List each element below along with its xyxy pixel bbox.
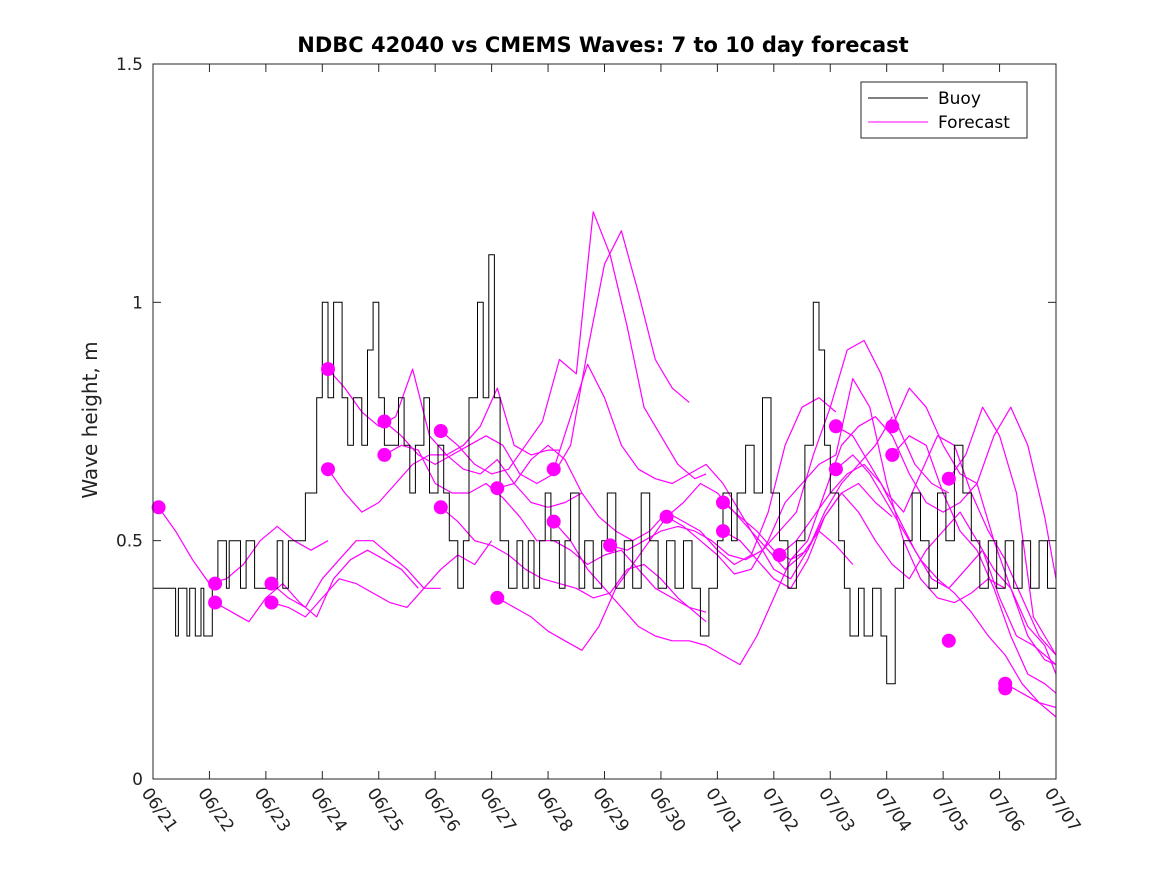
buoy-line [153,254,1056,685]
forecast-line-21 [835,425,1057,656]
forecast-start-marker [208,576,223,591]
x-tick-label: 06/22 [193,784,237,836]
forecast-start-marker [321,462,335,477]
x-tick-label: 07/07 [1040,784,1084,836]
x-tick-label: 07/04 [871,784,915,836]
legend-box [860,81,1028,139]
x-axis: 06/21 06/22 06/23 06/24 06/25 06/26 06/27 06/28… [137,64,1084,836]
x-tick-label: 07/02 [758,784,802,836]
forecast-start-marker [208,595,223,610]
x-tick-label: 06/21 [137,784,181,836]
x-tick-label: 06/29 [588,784,632,836]
y-tick-label: 1 [132,293,143,313]
x-tick-label: 07/01 [701,784,745,836]
forecast-start-marker [490,590,505,605]
forecast-line-9 [440,211,707,480]
legend-forecast-label: Forecast [938,113,1010,133]
forecast-line-3 [271,540,441,609]
x-tick-label: 06/23 [250,784,294,836]
forecast-line-4 [271,540,493,618]
chart-title: NDBC 42040 vs CMEMS Waves: 7 to 10 day f… [297,33,908,57]
forecast-start-marker [772,548,787,562]
forecast-start-marker [546,514,561,529]
forecast-start-marker [998,681,1013,696]
forecast-start-marker [941,471,956,486]
forecast-start-marker [433,500,448,515]
x-tick-label: 06/27 [476,784,520,836]
forecast-line-18 [722,492,1057,666]
forecast-start-marker [321,362,335,377]
legend-buoy-label: Buoy [938,89,981,109]
forecast-start-marker [151,500,166,515]
forecast-start-marker [433,424,448,438]
forecast-start-marker [716,495,730,510]
forecast-start-marker [264,576,279,591]
forecast-start-marker [885,447,900,462]
forecast-line-6 [327,454,583,513]
forecast-series-group [158,211,1057,718]
forecast-line-2 [214,549,419,623]
y-tick-label: 0 [132,770,143,790]
x-tick-label: 07/05 [927,784,971,836]
forecast-start-marker [885,419,900,434]
x-tick-label: 07/06 [983,784,1027,836]
forecast-line-11 [497,397,837,566]
forecast-line-7 [384,230,690,485]
x-tick-label: 06/28 [532,784,576,836]
forecast-line-22 [891,435,1057,694]
forecast-start-marker [490,481,505,496]
y-tick-label: 0.5 [116,532,143,552]
legend: Buoy Forecast [860,81,1028,139]
forecast-line-5 [327,368,560,456]
forecast-start-marker [603,538,618,553]
buoy-series-group [153,254,1056,685]
x-tick-label: 06/25 [363,784,407,836]
forecast-start-marker [828,462,843,477]
axes-box [152,63,1057,780]
forecast-start-marker [546,462,561,477]
forecast-start-marker [264,595,279,610]
plot-area [151,211,1057,718]
forecast-line-23 [891,387,1057,675]
x-tick-label: 06/26 [419,784,463,836]
x-tick-label: 07/03 [814,784,858,836]
forecast-start-marker [377,447,392,462]
forecast-start-markers [151,362,1013,696]
x-tick-label: 06/30 [645,784,689,836]
x-tick-label: 06/24 [306,784,350,836]
forecast-start-marker [716,524,730,539]
forecast-line-12 [497,482,854,651]
y-tick-label: 1.5 [116,55,143,75]
forecast-start-marker [659,509,674,524]
forecast-line-25 [1004,683,1057,718]
forecast-start-marker [941,633,956,648]
forecast-line-19 [779,463,1057,666]
forecast-line-1 [158,506,329,585]
forecast-line-20 [835,454,1057,709]
forecast-start-marker [828,419,843,434]
forecast-line-24 [948,406,1057,656]
y-axis-label: Wave height, m [78,341,102,498]
y-axis: 0 0.5 1 1.5 [116,55,1056,790]
forecast-start-marker [377,414,392,429]
forecast-line-16 [666,378,1006,604]
